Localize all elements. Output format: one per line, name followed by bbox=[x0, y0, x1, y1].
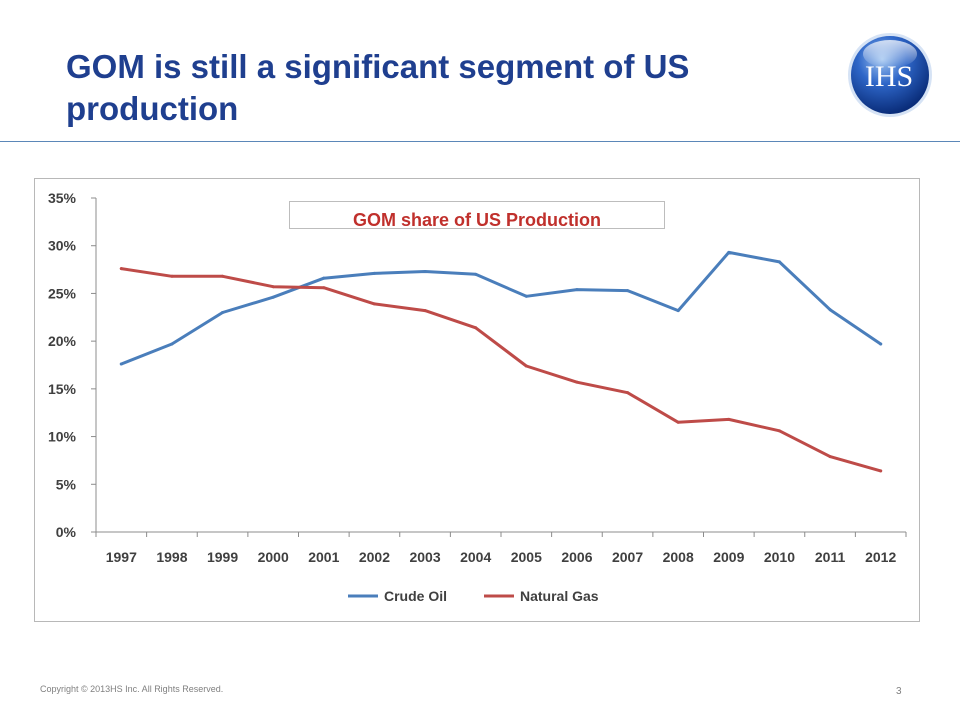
y-tick-label: 10% bbox=[48, 429, 77, 445]
data-point bbox=[828, 455, 832, 459]
x-tick-label: 2001 bbox=[308, 549, 339, 565]
data-point bbox=[828, 308, 832, 312]
y-tick-label: 5% bbox=[56, 476, 77, 492]
data-point bbox=[626, 289, 630, 293]
data-point bbox=[524, 364, 528, 368]
x-tick-label: 2008 bbox=[663, 549, 694, 565]
x-tick-label: 2004 bbox=[460, 549, 491, 565]
x-tick-label: 2012 bbox=[865, 549, 896, 565]
data-point bbox=[221, 274, 225, 278]
y-tick-label: 30% bbox=[48, 238, 77, 254]
x-tick-label: 2006 bbox=[561, 549, 592, 565]
x-tick-label: 2003 bbox=[409, 549, 440, 565]
data-point bbox=[676, 309, 680, 313]
chart-frame bbox=[34, 178, 920, 622]
x-tick-label: 1999 bbox=[207, 549, 238, 565]
data-point bbox=[676, 420, 680, 424]
data-point bbox=[271, 285, 275, 289]
x-tick-label: 2002 bbox=[359, 549, 390, 565]
series-line-natural-gas bbox=[119, 267, 883, 473]
data-point bbox=[474, 326, 478, 330]
data-point bbox=[170, 342, 174, 346]
x-tick-label: 2009 bbox=[713, 549, 744, 565]
x-tick-label: 2011 bbox=[815, 549, 846, 565]
data-point bbox=[372, 302, 376, 306]
y-tick-label: 0% bbox=[56, 524, 77, 540]
logo-text: IHS bbox=[865, 60, 913, 93]
x-tick-label: 2000 bbox=[258, 549, 289, 565]
x-tick-label: 1997 bbox=[106, 549, 137, 565]
data-point bbox=[322, 276, 326, 280]
legend-label: Natural Gas bbox=[520, 588, 599, 604]
x-tick-label: 1998 bbox=[156, 549, 187, 565]
data-point bbox=[575, 288, 579, 292]
ihs-logo: IHS bbox=[845, 30, 935, 120]
data-point bbox=[119, 267, 123, 271]
page-number: 3 bbox=[896, 686, 902, 697]
data-point bbox=[777, 429, 781, 433]
x-tick-label: 2005 bbox=[511, 549, 542, 565]
x-tick-label: 2007 bbox=[612, 549, 643, 565]
slide-title: GOM is still a significant segment of US… bbox=[66, 48, 690, 127]
data-point bbox=[777, 260, 781, 264]
data-point bbox=[626, 391, 630, 395]
data-point bbox=[879, 342, 883, 346]
data-point bbox=[524, 294, 528, 298]
data-point bbox=[879, 469, 883, 473]
data-point bbox=[271, 295, 275, 299]
data-point bbox=[423, 309, 427, 313]
x-tick-label: 2010 bbox=[764, 549, 795, 565]
copyright-text: Copyright © 2013HS Inc. All Rights Reser… bbox=[40, 684, 224, 694]
y-tick-label: 25% bbox=[48, 285, 77, 301]
data-point bbox=[119, 362, 123, 366]
title-divider bbox=[0, 141, 960, 142]
data-point bbox=[322, 286, 326, 290]
data-point bbox=[575, 380, 579, 384]
legend-label: Crude Oil bbox=[384, 588, 447, 604]
y-tick-label: 35% bbox=[48, 190, 77, 206]
data-point bbox=[727, 417, 731, 421]
data-point bbox=[474, 272, 478, 276]
y-tick-label: 20% bbox=[48, 333, 77, 349]
data-point bbox=[170, 274, 174, 278]
series-line-crude-oil bbox=[119, 250, 883, 366]
chart-title: GOM share of US Production bbox=[289, 201, 665, 229]
y-tick-label: 15% bbox=[48, 381, 77, 397]
data-point bbox=[372, 271, 376, 275]
data-point bbox=[727, 250, 731, 254]
data-point bbox=[423, 269, 427, 273]
data-point bbox=[221, 311, 225, 315]
